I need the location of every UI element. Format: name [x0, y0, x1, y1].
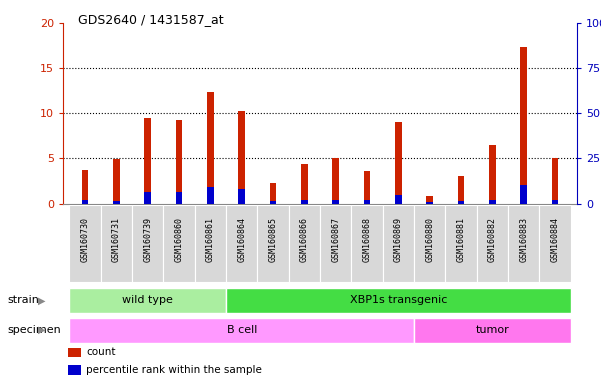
Text: GSM160883: GSM160883 [519, 217, 528, 262]
Bar [414, 205, 445, 282]
Bar [552, 159, 558, 200]
Bar [489, 145, 496, 200]
Text: GSM160860: GSM160860 [174, 217, 183, 262]
Bar [301, 200, 308, 204]
Bar [270, 201, 276, 204]
Bar [144, 118, 151, 192]
Bar [101, 205, 132, 282]
Text: GSM160865: GSM160865 [269, 217, 278, 262]
Bar [270, 183, 276, 201]
Bar [383, 205, 414, 282]
Bar [426, 196, 433, 202]
Text: count: count [86, 348, 116, 358]
Bar [207, 92, 214, 187]
Bar [457, 175, 465, 201]
Bar [144, 192, 151, 204]
Bar [175, 119, 183, 192]
Bar [288, 205, 320, 282]
Bar [69, 288, 226, 313]
Bar [457, 201, 465, 204]
Text: GSM160864: GSM160864 [237, 217, 246, 262]
Bar [113, 159, 120, 201]
Text: strain: strain [7, 295, 39, 306]
Bar [426, 202, 433, 204]
Bar [364, 200, 370, 204]
Bar [332, 200, 339, 204]
Bar [69, 348, 81, 357]
Bar [520, 185, 527, 204]
Bar [195, 205, 226, 282]
Bar [238, 111, 245, 189]
Bar [113, 201, 120, 204]
Bar [320, 205, 352, 282]
Text: GSM160861: GSM160861 [206, 217, 215, 262]
Text: GSM160868: GSM160868 [362, 217, 371, 262]
Bar [238, 189, 245, 204]
Bar [477, 205, 508, 282]
Bar [539, 205, 571, 282]
Text: tumor: tumor [475, 325, 509, 335]
Bar [163, 205, 195, 282]
Bar [489, 200, 496, 204]
Bar [132, 205, 163, 282]
Text: GSM160881: GSM160881 [457, 217, 466, 262]
Text: ▶: ▶ [38, 295, 45, 306]
Bar [69, 205, 101, 282]
Text: GSM160731: GSM160731 [112, 217, 121, 262]
Bar [175, 192, 183, 204]
Text: percentile rank within the sample: percentile rank within the sample [86, 365, 262, 376]
Bar [352, 205, 383, 282]
Text: GSM160880: GSM160880 [425, 217, 434, 262]
Bar [520, 47, 527, 185]
Bar [69, 318, 414, 343]
Bar [445, 205, 477, 282]
Bar [414, 318, 571, 343]
Bar [332, 159, 339, 200]
Text: ▶: ▶ [38, 325, 45, 335]
Bar [552, 200, 558, 204]
Text: specimen: specimen [7, 325, 61, 335]
Text: wild type: wild type [122, 295, 173, 306]
Bar [82, 170, 88, 200]
Text: GDS2640 / 1431587_at: GDS2640 / 1431587_at [78, 13, 224, 26]
Text: GSM160869: GSM160869 [394, 217, 403, 262]
Bar [301, 164, 308, 200]
Bar [364, 171, 370, 200]
Bar [226, 288, 571, 313]
Bar [226, 205, 257, 282]
Text: GSM160884: GSM160884 [551, 217, 560, 262]
Text: GSM160730: GSM160730 [81, 217, 90, 262]
Text: XBP1s transgenic: XBP1s transgenic [350, 295, 447, 306]
Bar [508, 205, 539, 282]
Bar [207, 187, 214, 204]
Text: GSM160882: GSM160882 [488, 217, 497, 262]
Text: GSM160739: GSM160739 [143, 217, 152, 262]
Text: GSM160866: GSM160866 [300, 217, 309, 262]
Bar [257, 205, 288, 282]
Bar [395, 122, 402, 195]
Bar [395, 195, 402, 204]
Text: B cell: B cell [227, 325, 257, 335]
Bar [69, 366, 81, 375]
Text: GSM160867: GSM160867 [331, 217, 340, 262]
Bar [82, 200, 88, 204]
